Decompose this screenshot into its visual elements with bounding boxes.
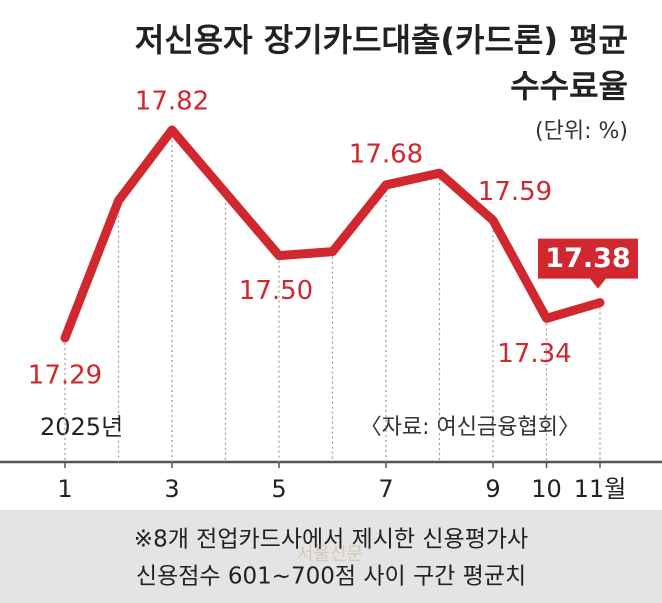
footnote-background xyxy=(0,510,662,603)
x-tick-label: 5 xyxy=(271,475,286,503)
chart-title: 저신용자 장기카드대출(카드론) 평균 xyxy=(135,21,628,59)
value-label: 17.82 xyxy=(135,87,209,117)
value-label: 17.68 xyxy=(349,139,423,169)
value-label: 17.38 xyxy=(545,243,630,274)
x-tick-label: 11월 xyxy=(574,475,627,503)
value-label: 17.29 xyxy=(28,361,102,391)
footnote: 신용점수 601~700점 사이 구간 평균치 xyxy=(136,564,526,590)
value-label: 17.59 xyxy=(478,177,552,207)
highlight-box xyxy=(538,238,638,289)
x-tick-label: 9 xyxy=(485,475,500,503)
x-tick-label: 3 xyxy=(164,475,179,503)
x-tick-label: 10 xyxy=(531,475,562,503)
footnote: ※8개 전업카드사에서 제시한 신용평가사 xyxy=(134,527,528,553)
value-label: 17.50 xyxy=(239,276,313,306)
watermark: 서울신문 xyxy=(297,544,363,565)
unit-label: (단위: %) xyxy=(535,119,628,144)
year-label: 2025년 xyxy=(40,413,123,441)
x-tick-label: 7 xyxy=(378,475,393,503)
data-line xyxy=(60,125,605,343)
chart-title: 수수료율 xyxy=(510,67,628,105)
x-tick-label: 1 xyxy=(57,475,72,503)
source-label: 〈자료: 여신금융협회〉 xyxy=(360,415,580,440)
value-label: 17.34 xyxy=(497,339,571,369)
